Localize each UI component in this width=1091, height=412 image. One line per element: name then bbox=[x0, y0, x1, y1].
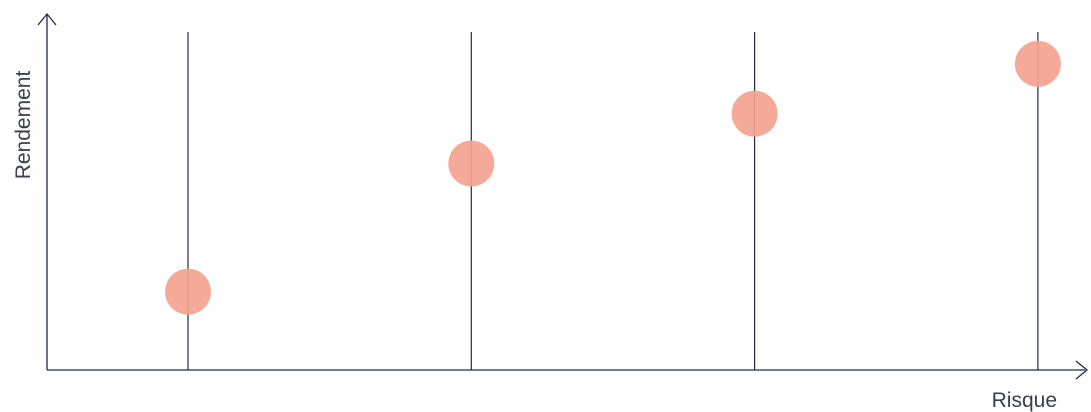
data-points bbox=[165, 40, 1061, 315]
vertical-gridlines bbox=[187, 32, 1039, 370]
data-point-2 bbox=[448, 140, 495, 187]
x-axis-label: Risque bbox=[992, 389, 1057, 412]
y-axis-label: Rendement bbox=[12, 71, 35, 180]
data-point-3 bbox=[731, 90, 778, 137]
y-axis-arrow bbox=[37, 12, 57, 26]
axes bbox=[37, 12, 1089, 380]
x-axis-arrow bbox=[1075, 360, 1089, 380]
data-point-4 bbox=[1014, 40, 1061, 87]
data-point-1 bbox=[165, 268, 211, 315]
